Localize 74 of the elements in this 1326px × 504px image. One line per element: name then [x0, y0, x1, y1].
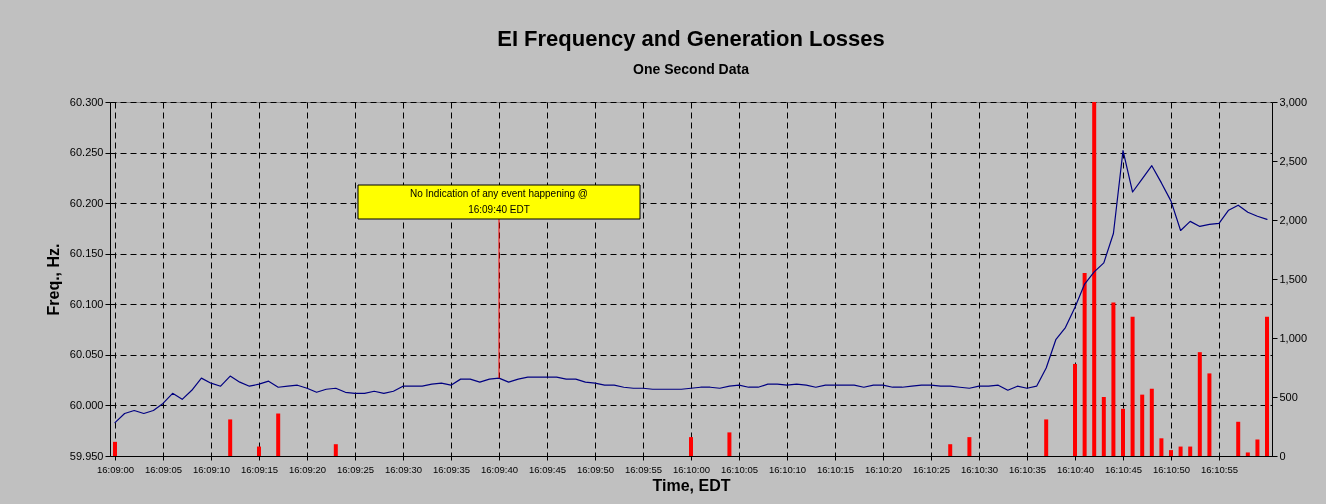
- x-tick-label: 16:10:55: [1201, 463, 1238, 475]
- bar: [1140, 394, 1145, 456]
- y-tick-label: 60.200: [69, 196, 104, 209]
- x-tick-label: 16:10:15: [817, 463, 854, 475]
- bar: [113, 441, 117, 456]
- x-tick-label: 16:10:10: [769, 463, 806, 475]
- bar: [228, 419, 233, 456]
- x-tick-label: 16:09:10: [193, 463, 230, 475]
- line-series: [114, 149, 1268, 424]
- y-tick-label: 60.050: [69, 348, 104, 361]
- y2-tick-label: 2,500: [1279, 154, 1308, 167]
- y2-tick-label: 2,000: [1279, 213, 1308, 226]
- bar: [689, 437, 694, 456]
- bar: [1101, 397, 1106, 456]
- bar: [1265, 316, 1269, 456]
- x-tick-label: 16:09:20: [289, 463, 327, 475]
- x-tick-label: 16:10:35: [1009, 463, 1047, 475]
- x-tick-label: 16:09:15: [241, 463, 279, 475]
- x-tick-label: 16:10:45: [1105, 463, 1143, 475]
- bar: [1082, 273, 1087, 456]
- bar: [257, 446, 262, 456]
- x-tick-label: 16:10:20: [865, 463, 902, 475]
- bar: [967, 437, 972, 456]
- x-tick-label: 16:10:40: [1057, 463, 1095, 475]
- x-tick-label: 16:09:50: [577, 463, 614, 475]
- bar: [333, 444, 338, 456]
- x-tick-label: 16:09:30: [385, 463, 422, 475]
- bar: [727, 432, 732, 456]
- y2-tick-label: 500: [1279, 390, 1298, 403]
- x-tick-label: 16:10:00: [673, 463, 711, 475]
- bar: [1044, 419, 1049, 456]
- bar: [1159, 438, 1164, 456]
- y-tick-label: 60.000: [69, 398, 104, 411]
- y-tick-label: 60.100: [69, 297, 104, 310]
- y-tick-label: 60.300: [69, 95, 104, 108]
- x-tick-label: 16:10:05: [721, 463, 759, 475]
- y-tick-label: 59.950: [69, 449, 104, 462]
- y2-tick-label: 3,000: [1279, 95, 1308, 108]
- y-tick-label: 60.150: [69, 247, 104, 260]
- bar: [1121, 408, 1126, 456]
- bar: [1207, 373, 1212, 456]
- bar: [1130, 316, 1135, 456]
- x-tick-label: 16:09:45: [529, 463, 566, 475]
- x-tick-label: 16:10:30: [961, 463, 998, 475]
- y2-tick-label: 1,000: [1279, 331, 1308, 344]
- y2-tick-label: 1,500: [1279, 272, 1308, 285]
- chart-subtitle: One Second Data: [633, 61, 750, 77]
- bar: [1245, 452, 1250, 456]
- x-tick-label: 16:09:25: [336, 463, 374, 475]
- x-tick-label: 16:09:05: [145, 463, 182, 475]
- x-tick-label: 16:09:35: [433, 463, 470, 475]
- bar: [948, 444, 953, 456]
- bar: [1197, 352, 1202, 456]
- x-axis-title: Time, EDT: [652, 477, 731, 494]
- y-tick-label: 60.250: [69, 146, 104, 159]
- bar: [1236, 421, 1241, 456]
- x-tick-label: 16:10:50: [1153, 463, 1191, 475]
- bar: [1188, 446, 1193, 456]
- bar: [1169, 450, 1174, 456]
- bar: [1255, 439, 1260, 456]
- bar: [1092, 102, 1097, 456]
- x-tick-label: 16:09:40: [481, 463, 518, 475]
- bar: [1111, 302, 1116, 456]
- x-tick-label: 16:10:25: [913, 463, 950, 475]
- bar: [1073, 363, 1078, 456]
- bar: [276, 413, 281, 456]
- bar: [1149, 388, 1154, 456]
- bar: [1178, 446, 1183, 456]
- annotation: No Indication of any event happening @ 16:09:40 EDT: [409, 188, 589, 215]
- y-axis-title: Freq., Hz.: [44, 243, 62, 316]
- y2-tick-label: 0: [1279, 449, 1286, 462]
- x-tick-label: 16:09:55: [625, 463, 663, 475]
- chart-title: EI Frequency and Generation Losses: [497, 26, 885, 51]
- x-tick-label: 16:09:00: [97, 463, 134, 475]
